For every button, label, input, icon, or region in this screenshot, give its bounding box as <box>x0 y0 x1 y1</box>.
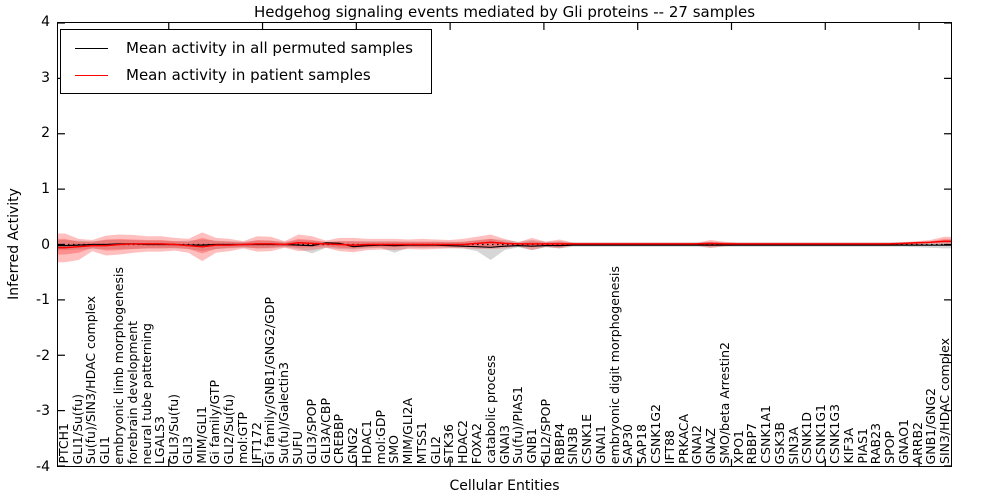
x-category-label: GSK3B <box>771 421 787 464</box>
x-category-label: mol:GTP <box>234 412 250 464</box>
x-category-label: Su(fu)/SIN3/HDAC complex <box>83 295 99 464</box>
x-axis-title: Cellular Entities <box>449 478 560 494</box>
x-category-label: GLI2/Su(fu) <box>221 393 237 464</box>
x-category-label: STK36 <box>441 424 457 464</box>
x-category-label: mol:GDP <box>372 409 388 464</box>
x-category-label: embryonic digit morphogenesis <box>606 265 622 464</box>
x-category-label: CSNK1D <box>799 412 815 464</box>
y-tick-label: -3 <box>36 403 50 420</box>
x-category-label: GLI2/SPOP <box>537 398 553 464</box>
x-category-label: GLI3/Su(fu) <box>166 393 182 464</box>
legend-label-permuted: Mean activity in all permuted samples <box>126 39 413 57</box>
x-category-label: PIAS1 <box>854 428 870 464</box>
x-category-label: GNAO1 <box>895 418 911 464</box>
permuted-line-swatch <box>75 47 108 49</box>
x-category-label: neural tube patterning <box>138 322 154 464</box>
x-category-label: GLI2 <box>427 435 443 464</box>
x-category-label: CSNK1G2 <box>647 404 663 464</box>
x-category-label: IFT172 <box>248 421 264 464</box>
x-category-label: CSNK1G3 <box>826 404 842 464</box>
y-tick-label: 1 <box>41 180 50 197</box>
x-category-label: ARRB2 <box>909 421 925 464</box>
x-category-label: HDAC1 <box>358 420 374 464</box>
x-category-label: Su(fu)/PIAS1 <box>510 386 526 464</box>
x-category-label: SMO/beta Arrestin2 <box>716 342 732 464</box>
x-category-label: MIM/GLI1 <box>193 406 209 464</box>
x-category-label: GLI3 <box>179 435 195 464</box>
patient-line-swatch <box>75 74 108 76</box>
x-category-label: CSNK1A1 <box>758 405 774 464</box>
x-category-label: GNAZ <box>703 427 719 464</box>
x-category-label: LGALS3 <box>152 415 168 464</box>
x-category-label: SIN3A <box>785 426 801 464</box>
x-category-label: XPO1 <box>730 430 746 464</box>
x-category-label: RBBP4 <box>551 422 567 464</box>
x-category-label: Gi family/GNB1/GNG2/GDP <box>262 296 278 464</box>
plot-area <box>57 22 952 467</box>
x-category-label: GLI3A/CBP <box>317 398 333 464</box>
mean-patient-line <box>58 240 951 249</box>
y-tick-label: -1 <box>36 292 50 309</box>
plot-canvas <box>58 23 951 466</box>
x-category-label: CSNK1G1 <box>813 404 829 464</box>
x-category-label: GLI1 <box>97 435 113 464</box>
x-category-label: embryonic limb morphogenesis <box>110 266 126 464</box>
x-category-label: MTSS1 <box>413 421 429 464</box>
legend-entry-patient: Mean activity in patient samples <box>75 66 413 84</box>
y-tick-label: 3 <box>41 69 50 86</box>
patient-spread-outer-band <box>58 232 951 263</box>
x-category-label: IFT88 <box>661 429 677 464</box>
y-tick-label: -2 <box>36 347 50 364</box>
legend-entry-permuted: Mean activity in all permuted samples <box>75 39 413 57</box>
x-category-label: CSNK1E <box>579 413 595 464</box>
x-category-label: GNAI2 <box>689 424 705 464</box>
x-category-label: GNB1/GNG2 <box>923 387 939 464</box>
x-category-label: RBBP7 <box>744 422 760 464</box>
y-tick-label: 0 <box>41 236 50 253</box>
x-category-label: PTCH1 <box>55 423 71 464</box>
x-category-label: SIN3/HDAC complex <box>937 338 953 464</box>
x-category-label: SUFU <box>289 430 305 464</box>
legend: Mean activity in all permuted samples Me… <box>60 29 432 94</box>
y-tick-label: 4 <box>41 14 50 30</box>
mean-permuted-line <box>58 242 951 248</box>
x-category-label: HDAC2 <box>455 420 471 464</box>
x-category-label: GNG2 <box>345 427 361 464</box>
x-category-label: SPOP <box>882 431 898 464</box>
x-category-label: GNAI3 <box>496 424 512 464</box>
chart-title: Hedgehog signaling events mediated by Gl… <box>253 3 756 21</box>
y-tick-label: 2 <box>41 125 50 142</box>
x-category-label: GNAI1 <box>592 424 608 464</box>
legend-label-patient: Mean activity in patient samples <box>126 66 371 84</box>
x-category-label: forebrain development <box>124 320 140 464</box>
x-category-label: SAP18 <box>634 423 650 464</box>
x-category-label: KIF3A <box>840 428 856 464</box>
x-category-label: Su(fu)/Galectin3 <box>276 362 292 464</box>
x-category-label: SAP30 <box>620 423 636 464</box>
x-category-label: MIM/GLI2A <box>400 397 416 464</box>
x-category-label: SIN3B <box>565 426 581 465</box>
x-category-label: FOXA2 <box>468 422 484 464</box>
x-category-label: SMO <box>386 435 402 464</box>
x-category-label: GNB1 <box>524 428 540 464</box>
x-category-label: Gi family/GTP <box>207 379 223 464</box>
y-tick-label: -4 <box>36 459 50 475</box>
x-category-label: GLI1/Su(fu) <box>69 393 85 464</box>
x-category-label: PRKACA <box>675 414 691 464</box>
x-category-label: GLI3/SPOP <box>303 398 319 464</box>
x-category-label: RAB23 <box>868 422 884 464</box>
x-category-label: catabolic process <box>482 355 498 464</box>
x-category-label: CREBBP <box>331 414 347 464</box>
